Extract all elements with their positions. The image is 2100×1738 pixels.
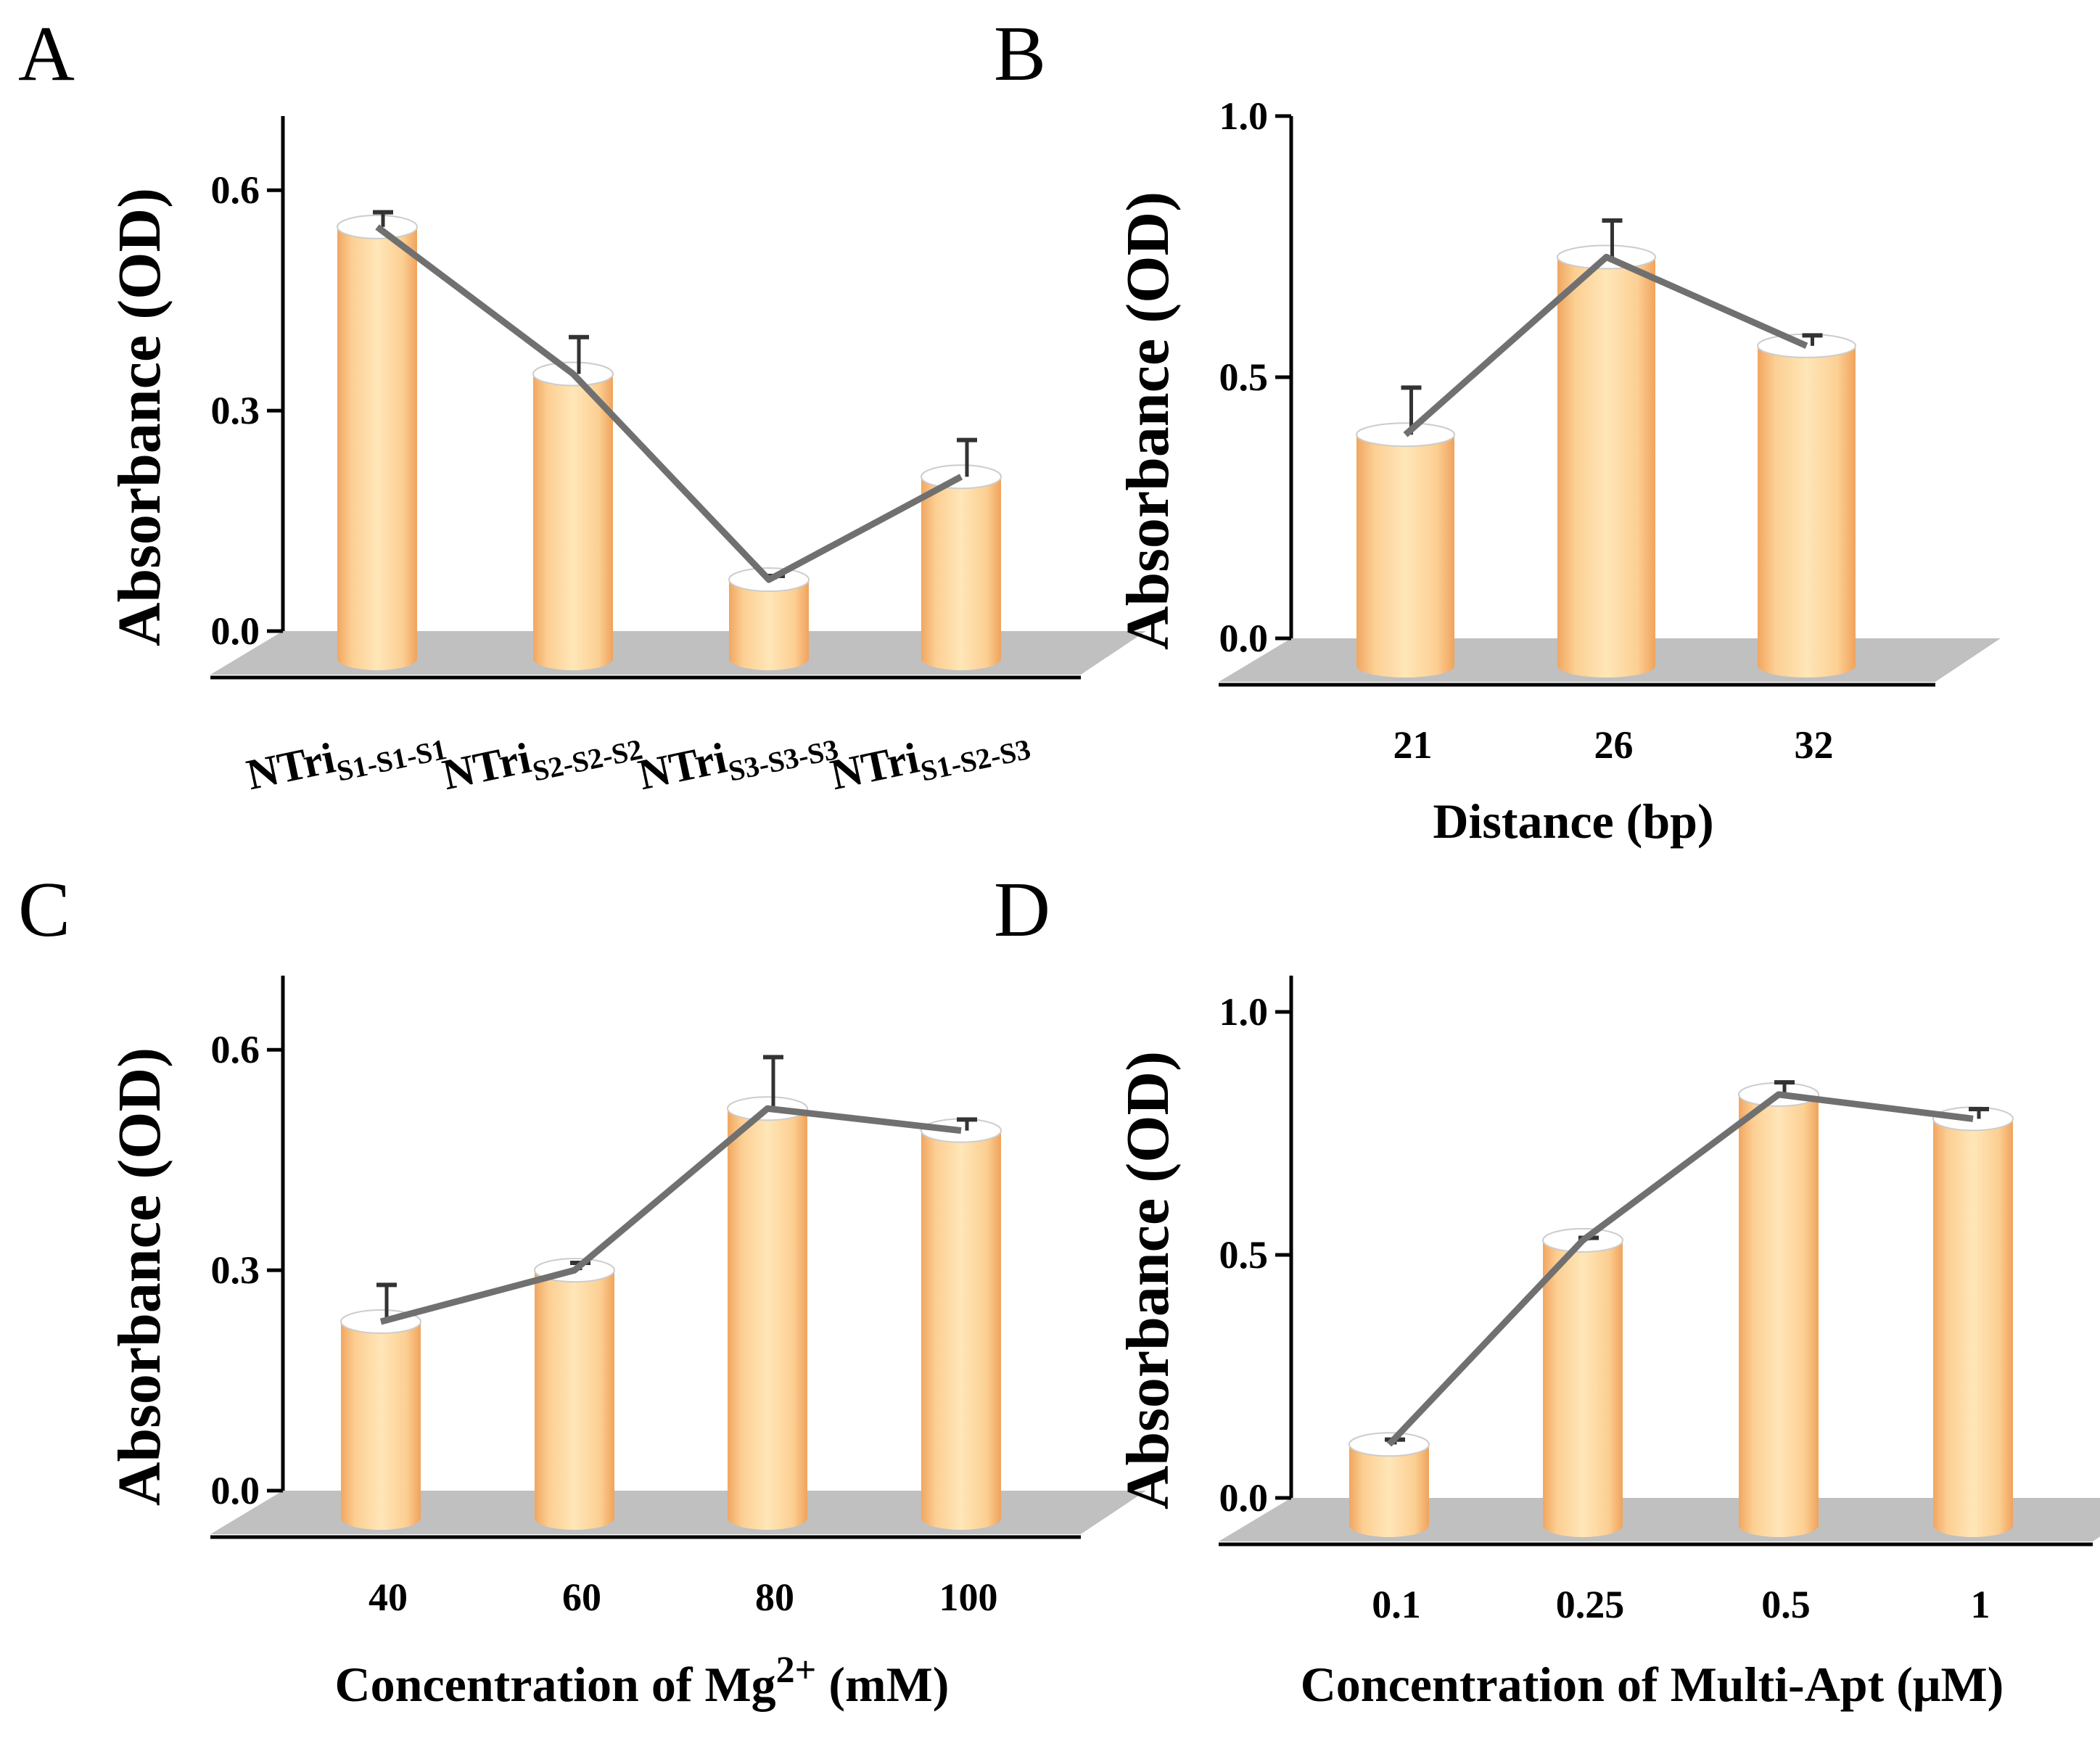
panel-letter: D [994,867,1050,953]
bar-body [1349,1444,1429,1537]
bar-1 [532,334,614,670]
bar-body [1739,1094,1819,1537]
bar-body [1933,1119,2013,1537]
x-axis-label: Concentration of Mg2+ (mM) [335,1650,950,1712]
floor-plane [210,631,1146,675]
bar-body [1758,345,1856,678]
bar-3 [1932,1106,2014,1537]
y-tick-label: 0.5 [1219,1233,1269,1277]
y-tick-label: 0.6 [211,168,260,212]
bar-body [341,1322,421,1530]
bar-3 [921,437,1002,670]
bar-body [728,1108,807,1530]
bar-body [533,374,613,670]
y-tick-label: 0.5 [1219,355,1269,399]
bar-body [1356,434,1454,678]
x-tick-label: NTriS1-S1-S1 [242,711,449,807]
bar-3 [921,1117,1002,1530]
trend-line [379,1105,962,1325]
trend-line [1403,253,1808,437]
x-tick-label: NTriS2-S2-S2 [438,711,645,807]
y-tick-label: 0.6 [211,1028,260,1071]
bar-1 [534,1258,615,1530]
bar-1 [1557,218,1656,678]
bar-body [337,226,417,671]
x-tick-label: NTriS3-S3-S3 [634,711,841,807]
y-tick-label: 1.0 [1219,94,1269,138]
x-tick-label: 26 [1594,723,1634,767]
y-tick-label: 1.0 [1219,990,1269,1034]
x-tick-label: NTriS1-S2-S3 [826,711,1033,807]
x-axis-label: Distance (bp) [1433,794,1713,849]
y-axis-label: Absorbance (OD) [106,1047,173,1506]
chart-panel-D: 0.0 0.5 1.0 Absorbance (OD) D 0.1 0.25 0.5 1 Conc… [994,867,2100,1712]
panel-letter: C [18,867,70,953]
floor-plane [1219,1498,2100,1541]
y-axis-label: Absorbance (OD) [106,188,173,646]
x-tick-label: 32 [1795,723,1834,767]
y-axis-label: Absorbance (OD) [1114,191,1182,650]
x-tick-label: 40 [368,1576,408,1619]
bar-body [535,1270,614,1530]
x-tick-label: 1 [1971,1583,1990,1626]
trend-line [1386,1091,1974,1447]
y-tick-label: 0.0 [1219,617,1269,660]
chart-panel-C: 0.0 0.3 0.6 Absorbance (OD) C 40 60 80 100 Concen… [18,867,1146,1712]
panel-letter: A [18,11,75,97]
x-tick-label: 60 [562,1576,601,1619]
bar-1 [1542,1227,1623,1537]
bar-2 [1757,333,1856,678]
y-tick-label: 0.0 [211,609,260,653]
x-axis-label: Concentration of Multi-Apt (μM) [1301,1657,2004,1712]
y-axis-label: Absorbance (OD) [1114,1051,1182,1510]
bar-body [921,1130,1001,1530]
x-tick-label: 100 [939,1576,998,1619]
trend-line [375,224,963,583]
chart-panel-B: 0.0 0.5 1.0 Absorbance (OD) B 21 26 32 Distance … [994,11,2001,849]
bar-2 [727,1055,808,1530]
bar-0 [1348,1432,1430,1537]
x-tick-label: 0.25 [1556,1583,1625,1626]
y-tick-label: 0.3 [211,389,260,432]
bar-body [921,477,1001,670]
x-tick-label: 0.5 [1761,1583,1811,1626]
y-tick-label: 0.3 [211,1248,260,1292]
floor-plane [210,1491,1146,1534]
x-tick-label: 0.1 [1372,1583,1421,1626]
y-tick-label: 0.0 [211,1469,260,1512]
x-tick-label: 21 [1393,723,1433,767]
bar-body [729,580,809,670]
bar-0 [337,210,418,671]
panel-letter: B [994,11,1046,97]
bar-0 [1356,385,1455,678]
bar-body [1543,1240,1623,1537]
bar-2 [728,567,810,670]
x-tick-label: 80 [755,1576,794,1619]
bar-top-cap [1348,1432,1430,1457]
y-tick-label: 0.0 [1219,1476,1269,1520]
bar-2 [1738,1080,1819,1537]
bar-body [1557,257,1655,678]
